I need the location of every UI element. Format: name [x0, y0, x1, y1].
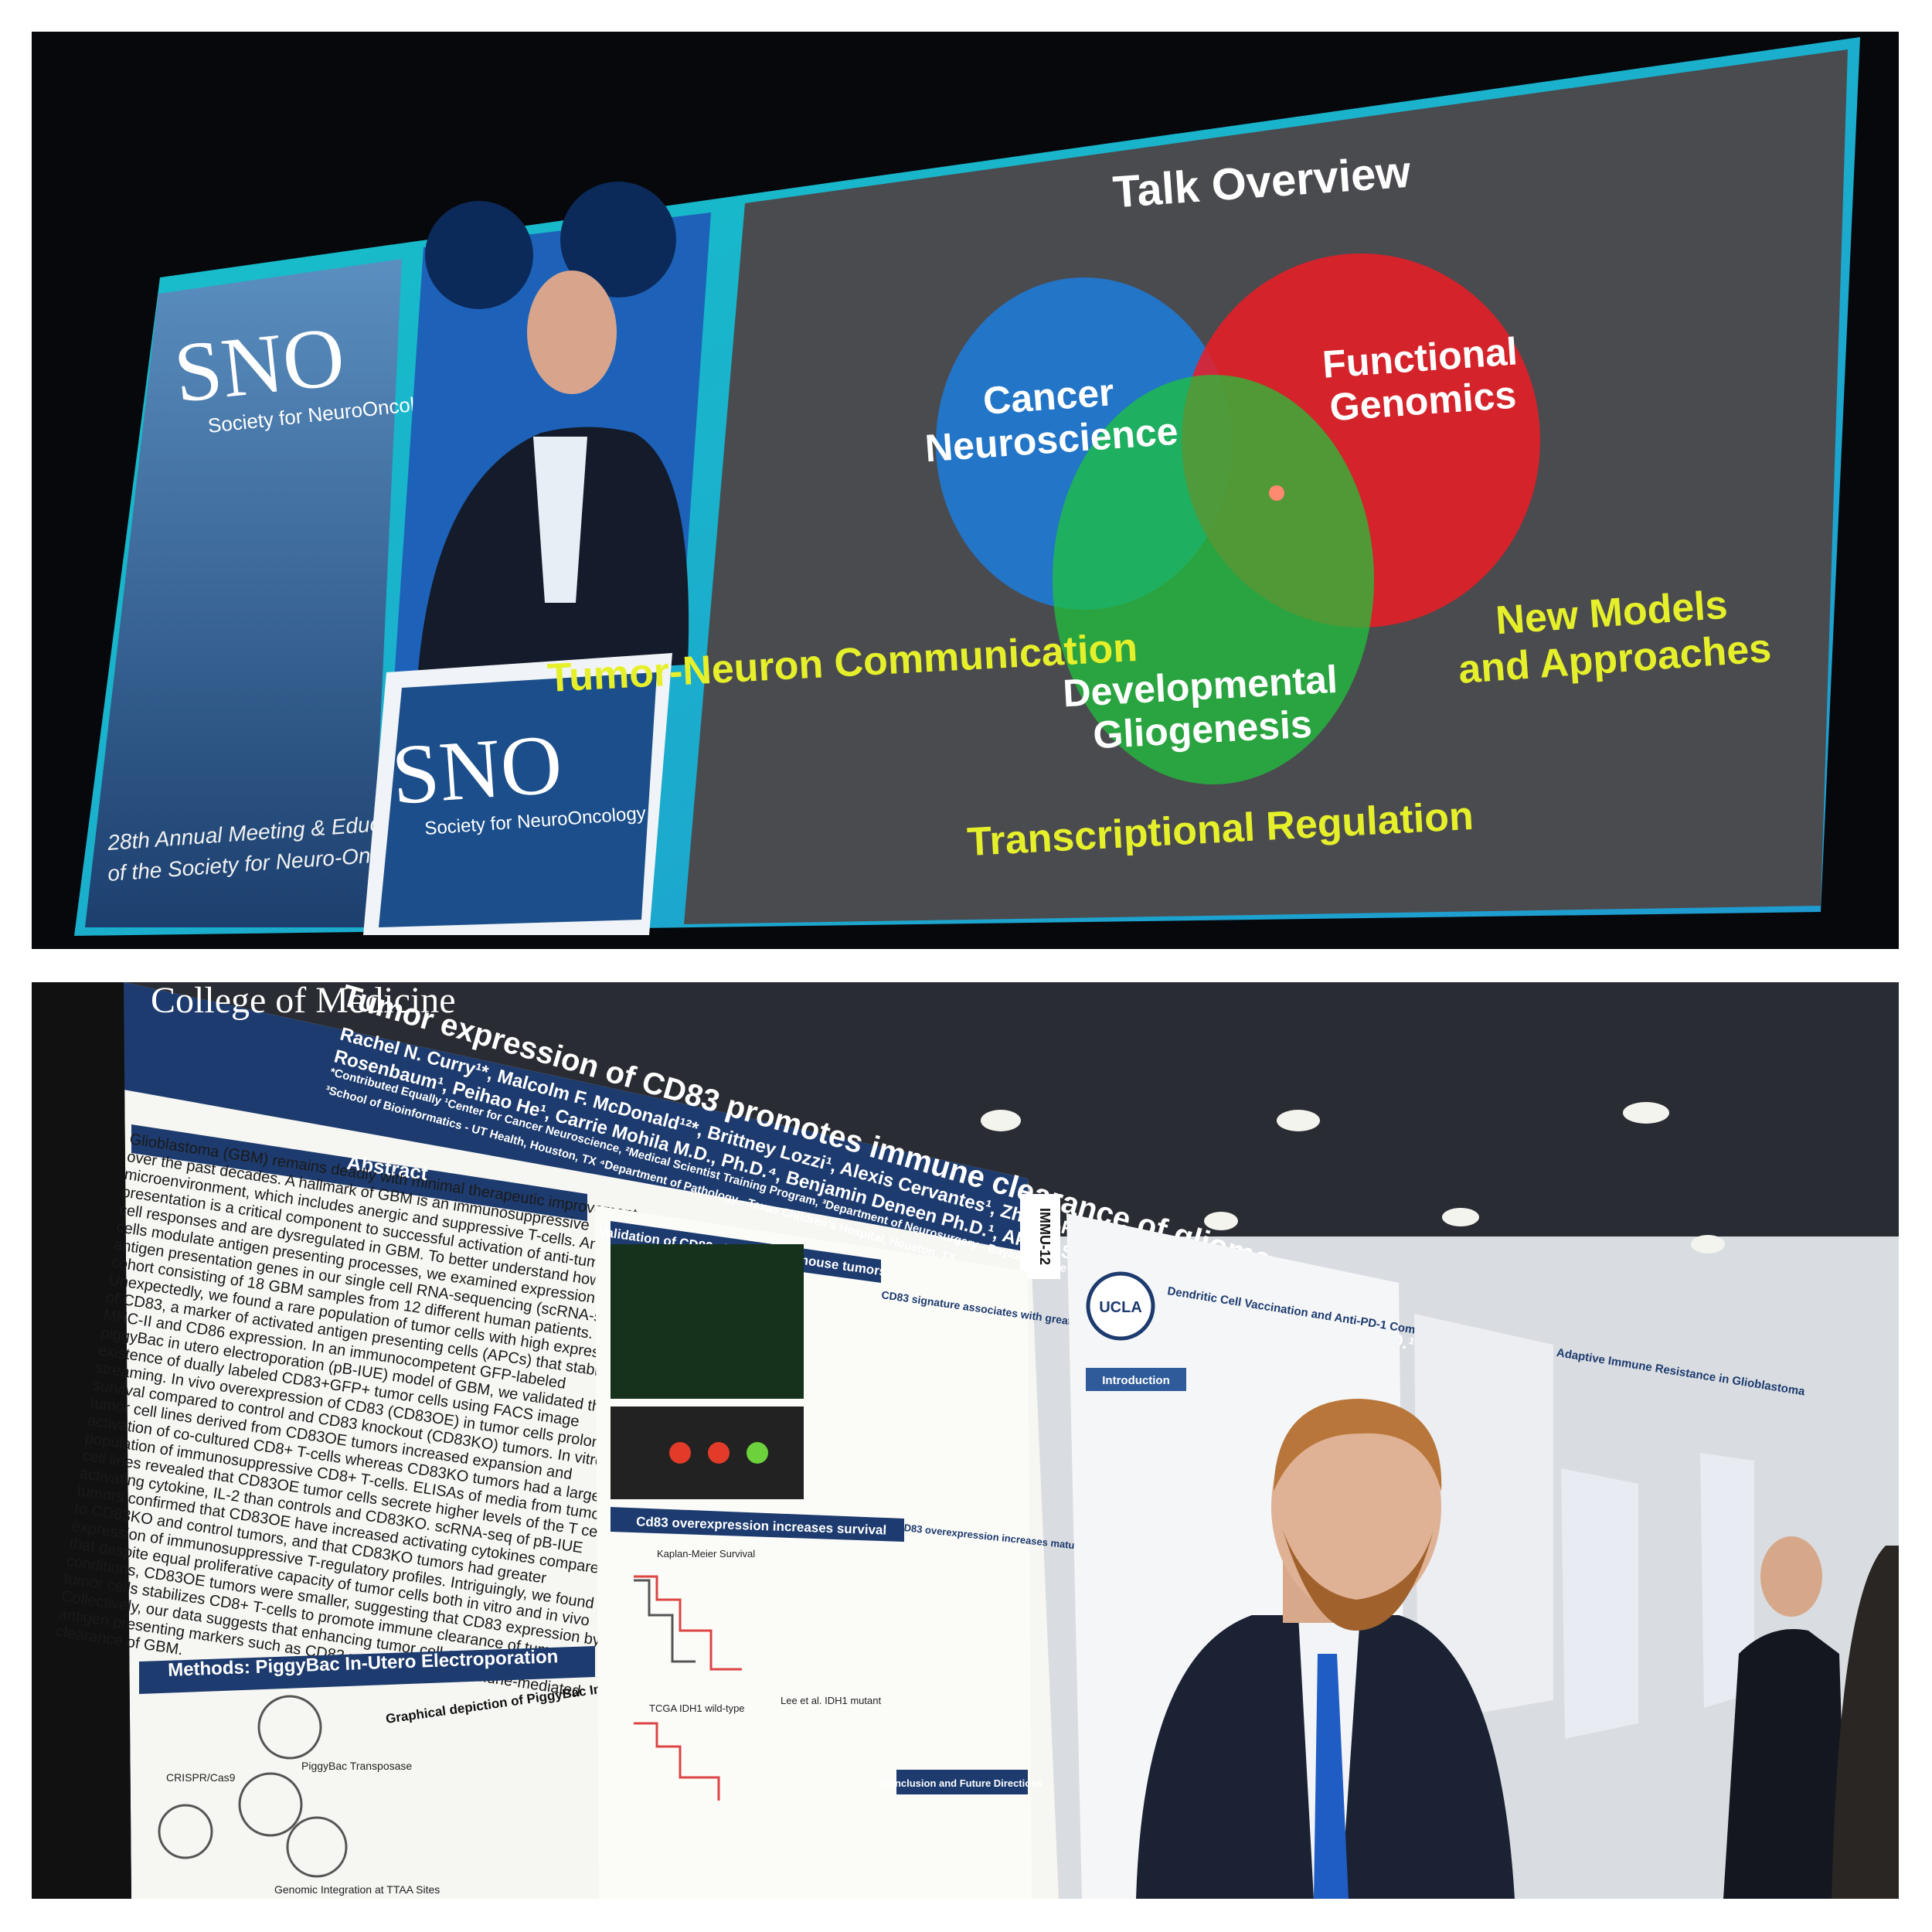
light [981, 1110, 1021, 1131]
attendee [1832, 1546, 1899, 1899]
institution: College of Medicine [151, 980, 456, 1021]
venn-label: DevelopmentalGliogenesis [1062, 658, 1341, 758]
method-icon [158, 1804, 213, 1859]
light [1442, 1208, 1479, 1226]
micrograph [611, 1244, 804, 1399]
ceiling-lights [981, 1102, 1725, 1253]
methods-bar [139, 1646, 595, 1694]
banner-left [85, 259, 402, 927]
km-curve [634, 1579, 696, 1663]
light [1691, 1235, 1725, 1253]
method-icon [238, 1772, 303, 1837]
man-tie [1314, 1654, 1349, 1899]
ucla-logo: UCLA [1099, 1299, 1142, 1316]
far-poster [1414, 1314, 1553, 1723]
km-curve [634, 1575, 742, 1671]
far-poster [1700, 1453, 1754, 1708]
light [1623, 1102, 1669, 1124]
light [1204, 1212, 1238, 1230]
laser-dot [1269, 485, 1284, 501]
man-hair [1274, 1399, 1442, 1492]
km-curve [634, 1722, 720, 1801]
plot-label: Kaplan-Meier Survival [657, 1548, 755, 1560]
poster-photo: College of Medicine Tumor expression of … [32, 980, 1899, 1899]
conclusion-bar [896, 1770, 1028, 1794]
method-label: Genomic Integration at TTAA Sites [274, 1883, 440, 1896]
method-icon [286, 1816, 348, 1878]
method-icon [257, 1695, 322, 1760]
label-line: Cancer [981, 370, 1115, 423]
plot-label: TCGA IDH1 wild-type [649, 1702, 745, 1714]
cell [747, 1442, 768, 1464]
bg-ring [560, 182, 676, 298]
man-beard [1283, 1530, 1434, 1631]
venn-label: FunctionalGenomics [1321, 329, 1522, 429]
speaker-face [527, 270, 617, 394]
attendee [1723, 1629, 1847, 1899]
venn-circle [1053, 375, 1374, 784]
cell [708, 1442, 730, 1464]
venn-diagram [936, 253, 1540, 784]
method-label: PiggyBac Transposase [301, 1760, 412, 1772]
conclusion-heading: Conclusion and Future Directions [882, 1777, 1043, 1789]
poster-header [124, 982, 1028, 1252]
fig-bar [611, 1507, 904, 1542]
slide-photo: SNO Society for NeuroOncology 28th Annua… [32, 32, 1899, 949]
cell [669, 1442, 691, 1464]
man-face [1271, 1399, 1441, 1615]
method-label: CRISPR/Cas9 [166, 1771, 236, 1784]
board-edge [32, 982, 131, 1899]
abstract-bar [131, 1124, 587, 1221]
abstract-body: Glioblastoma (GBM) remains deadly with m… [55, 1131, 641, 1700]
speaker-shirt [533, 437, 587, 603]
sno-logo: SNO [170, 309, 349, 420]
attendee-face [1760, 1536, 1822, 1617]
plot-label: Lee et al. IDH1 mutant [781, 1695, 881, 1706]
intro-bar [1086, 1368, 1186, 1391]
podium-banner [379, 672, 657, 927]
bg-ring [425, 201, 533, 309]
micrograph [611, 1406, 804, 1499]
far-poster [1561, 1468, 1638, 1739]
light [1277, 1110, 1320, 1131]
board-id: IMMU-12 [1037, 1208, 1053, 1265]
intro-heading: Introduction [1102, 1374, 1169, 1387]
board-tag [1020, 1194, 1060, 1279]
ucla-seal [1086, 1271, 1155, 1341]
sno-logo: SNO [389, 716, 565, 822]
